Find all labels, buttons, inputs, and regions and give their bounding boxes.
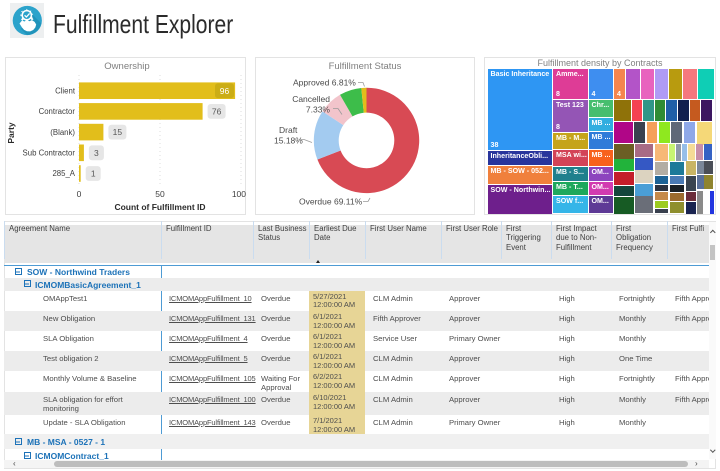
svg-text:Ownership: Ownership	[104, 61, 149, 72]
svg-text:7.33%: 7.33%	[306, 105, 331, 115]
svg-text:Client: Client	[55, 86, 76, 95]
svg-text:Draft: Draft	[279, 125, 298, 135]
svg-text:285_A: 285_A	[52, 169, 75, 178]
svg-text:Count of Fulfillment ID: Count of Fulfillment ID	[114, 202, 205, 212]
svg-text:3: 3	[94, 148, 99, 158]
svg-text:Approved 6.81%: Approved 6.81%	[293, 78, 356, 88]
svg-text:100: 100	[232, 189, 246, 199]
svg-text:0: 0	[77, 189, 82, 199]
svg-text:15.18%: 15.18%	[274, 136, 303, 146]
svg-text:1: 1	[91, 169, 96, 179]
svg-text:50: 50	[155, 189, 165, 199]
svg-text:96: 96	[220, 86, 230, 96]
svg-text:Party: Party	[6, 122, 16, 144]
svg-text:15: 15	[113, 127, 123, 137]
svg-text:Sub Contractor: Sub Contractor	[23, 149, 76, 158]
svg-text:Cancelled: Cancelled	[292, 94, 330, 104]
svg-text:76: 76	[212, 107, 222, 117]
svg-text:Overdue 69.11%: Overdue 69.11%	[299, 197, 363, 207]
svg-text:Fulfillment Status: Fulfillment Status	[329, 61, 402, 72]
svg-text:Contractor: Contractor	[39, 107, 76, 116]
svg-text:(Blank): (Blank)	[50, 128, 75, 137]
